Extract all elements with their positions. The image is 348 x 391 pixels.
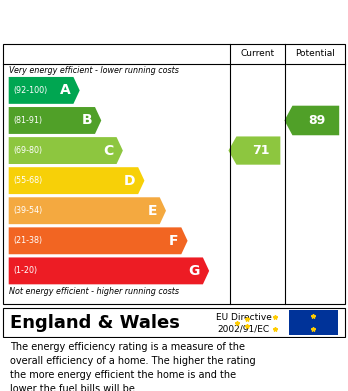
Polygon shape	[9, 167, 144, 194]
Text: D: D	[124, 174, 135, 188]
Text: 71: 71	[252, 144, 270, 157]
Text: EU Directive: EU Directive	[216, 313, 271, 323]
Text: F: F	[169, 234, 179, 248]
Text: Not energy efficient - higher running costs: Not energy efficient - higher running co…	[9, 287, 179, 296]
Polygon shape	[9, 137, 123, 164]
Text: G: G	[189, 264, 200, 278]
Text: (39-54): (39-54)	[13, 206, 42, 215]
Text: B: B	[81, 113, 92, 127]
Polygon shape	[9, 197, 166, 224]
Polygon shape	[284, 106, 339, 135]
Text: The energy efficiency rating is a measure of the
overall efficiency of a home. T: The energy efficiency rating is a measur…	[10, 343, 256, 391]
Text: C: C	[104, 143, 114, 158]
Polygon shape	[9, 77, 80, 104]
Polygon shape	[228, 136, 280, 165]
Text: Energy Efficiency Rating: Energy Efficiency Rating	[9, 13, 230, 28]
Text: (92-100): (92-100)	[13, 86, 47, 95]
Text: England & Wales: England & Wales	[10, 314, 180, 332]
Text: E: E	[148, 204, 157, 218]
Text: (69-80): (69-80)	[13, 146, 42, 155]
Text: (55-68): (55-68)	[13, 176, 42, 185]
Text: 89: 89	[308, 114, 325, 127]
Text: (81-91): (81-91)	[13, 116, 42, 125]
Text: (1-20): (1-20)	[13, 266, 37, 275]
Polygon shape	[9, 227, 188, 254]
Polygon shape	[9, 257, 209, 284]
Text: 2002/91/EC: 2002/91/EC	[218, 324, 270, 334]
Bar	[289, 310, 338, 335]
Text: Potential: Potential	[295, 49, 335, 58]
Polygon shape	[9, 107, 101, 134]
Text: Current: Current	[240, 49, 275, 58]
Text: (21-38): (21-38)	[13, 236, 42, 245]
Text: Very energy efficient - lower running costs: Very energy efficient - lower running co…	[9, 66, 179, 75]
Text: A: A	[60, 83, 71, 97]
